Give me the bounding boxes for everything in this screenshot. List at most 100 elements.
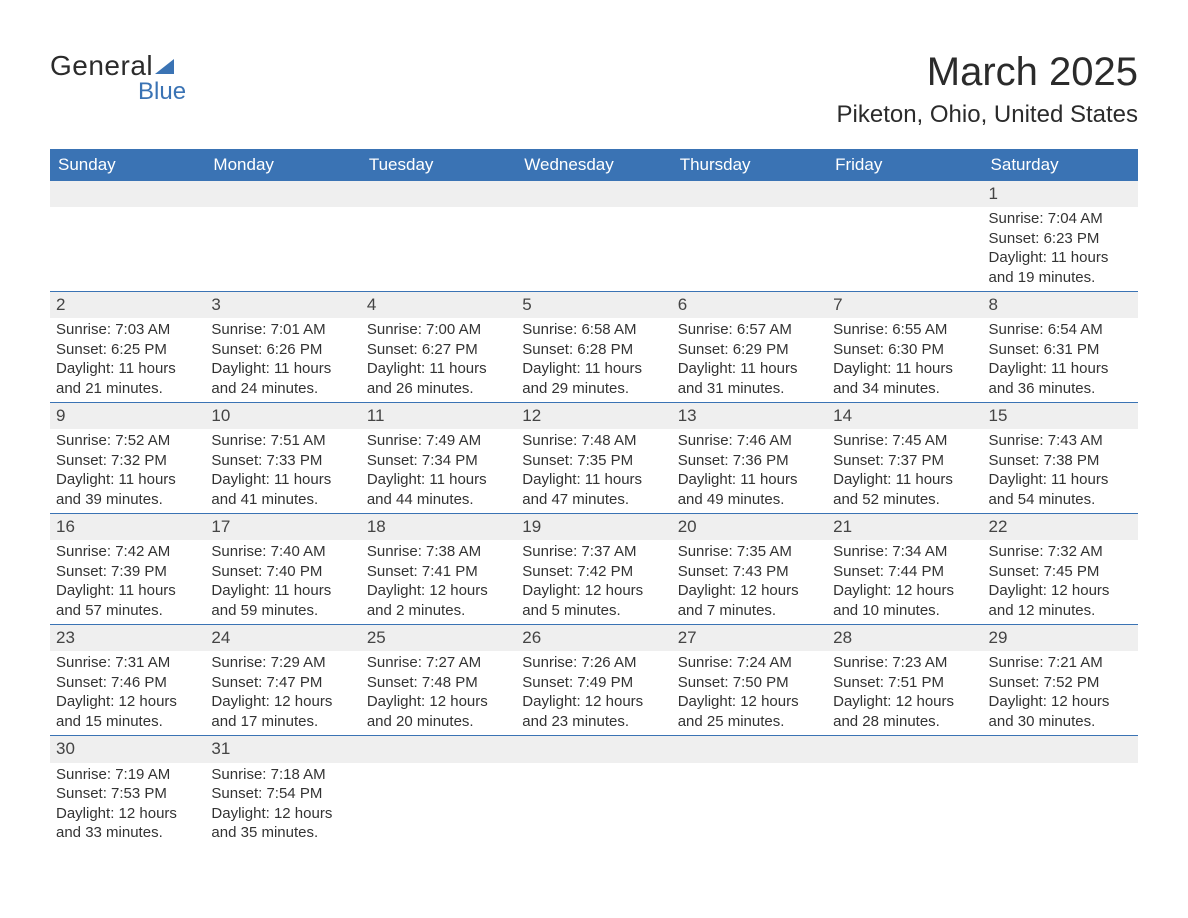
day-detail-cell: Sunrise: 7:37 AMSunset: 7:42 PMDaylight:…: [516, 540, 671, 625]
day-number-cell: 29: [983, 625, 1138, 652]
day-detail-cell: Sunrise: 7:42 AMSunset: 7:39 PMDaylight:…: [50, 540, 205, 625]
sunset-line: Sunset: 7:38 PM: [989, 451, 1132, 471]
location-subtitle: Piketon, Ohio, United States: [837, 101, 1139, 129]
daylight-line1: Daylight: 12 hours: [678, 692, 821, 712]
day-number-cell: [361, 736, 516, 763]
sunrise-line: Sunrise: 7:43 AM: [989, 431, 1132, 451]
sunset-line: Sunset: 7:34 PM: [367, 451, 510, 471]
daylight-line1: Daylight: 12 hours: [367, 581, 510, 601]
daylight-line1: Daylight: 12 hours: [833, 581, 976, 601]
day-number-cell: 24: [205, 625, 360, 652]
day-detail-cell: Sunrise: 6:58 AMSunset: 6:28 PMDaylight:…: [516, 318, 671, 403]
weekday-header: Friday: [827, 149, 982, 181]
daylight-line1: Daylight: 11 hours: [56, 359, 199, 379]
sunset-line: Sunset: 6:25 PM: [56, 340, 199, 360]
sunrise-line: Sunrise: 6:58 AM: [522, 320, 665, 340]
sunrise-line: Sunrise: 7:00 AM: [367, 320, 510, 340]
sunrise-line: Sunrise: 6:57 AM: [678, 320, 821, 340]
weekday-header: Tuesday: [361, 149, 516, 181]
day-number-cell: 8: [983, 292, 1138, 319]
day-number-cell: [516, 181, 671, 207]
day-detail-cell: Sunrise: 7:48 AMSunset: 7:35 PMDaylight:…: [516, 429, 671, 514]
daylight-line1: Daylight: 12 hours: [56, 804, 199, 824]
sunrise-line: Sunrise: 7:23 AM: [833, 653, 976, 673]
sunrise-line: Sunrise: 7:31 AM: [56, 653, 199, 673]
daylight-line2: and 30 minutes.: [989, 712, 1132, 732]
daylight-line1: Daylight: 11 hours: [989, 359, 1132, 379]
daylight-line2: and 47 minutes.: [522, 490, 665, 510]
day-number-cell: 26: [516, 625, 671, 652]
sunrise-line: Sunrise: 7:01 AM: [211, 320, 354, 340]
day-number-cell: 22: [983, 514, 1138, 541]
sunrise-line: Sunrise: 7:18 AM: [211, 765, 354, 785]
day-number-cell: 7: [827, 292, 982, 319]
sunset-line: Sunset: 7:35 PM: [522, 451, 665, 471]
sunset-line: Sunset: 7:54 PM: [211, 784, 354, 804]
daylight-line1: Daylight: 12 hours: [989, 692, 1132, 712]
daylight-line2: and 31 minutes.: [678, 379, 821, 399]
daylight-line2: and 19 minutes.: [989, 268, 1132, 288]
sunrise-line: Sunrise: 7:03 AM: [56, 320, 199, 340]
day-number-cell: 3: [205, 292, 360, 319]
daynum-row: 2345678: [50, 292, 1138, 319]
daylight-line2: and 52 minutes.: [833, 490, 976, 510]
day-detail-cell: Sunrise: 6:55 AMSunset: 6:30 PMDaylight:…: [827, 318, 982, 403]
day-detail-cell: [516, 207, 671, 292]
daylight-line1: Daylight: 11 hours: [367, 359, 510, 379]
title-block: March 2025 Piketon, Ohio, United States: [837, 50, 1139, 129]
day-detail-cell: [672, 763, 827, 847]
day-detail-cell: [516, 763, 671, 847]
day-number-cell: 14: [827, 403, 982, 430]
day-detail-cell: [205, 207, 360, 292]
day-number-cell: 25: [361, 625, 516, 652]
detail-row: Sunrise: 7:52 AMSunset: 7:32 PMDaylight:…: [50, 429, 1138, 514]
weekday-header: Sunday: [50, 149, 205, 181]
page-title: March 2025: [837, 50, 1139, 95]
sunset-line: Sunset: 7:48 PM: [367, 673, 510, 693]
day-detail-cell: Sunrise: 7:21 AMSunset: 7:52 PMDaylight:…: [983, 651, 1138, 736]
day-number-cell: [827, 736, 982, 763]
day-detail-cell: Sunrise: 7:32 AMSunset: 7:45 PMDaylight:…: [983, 540, 1138, 625]
day-number-cell: 11: [361, 403, 516, 430]
day-detail-cell: Sunrise: 7:27 AMSunset: 7:48 PMDaylight:…: [361, 651, 516, 736]
day-number-cell: 10: [205, 403, 360, 430]
daylight-line2: and 26 minutes.: [367, 379, 510, 399]
daylight-line2: and 25 minutes.: [678, 712, 821, 732]
day-number-cell: 20: [672, 514, 827, 541]
daylight-line1: Daylight: 11 hours: [833, 470, 976, 490]
daylight-line1: Daylight: 12 hours: [56, 692, 199, 712]
sunset-line: Sunset: 7:42 PM: [522, 562, 665, 582]
day-number-cell: 17: [205, 514, 360, 541]
sunrise-line: Sunrise: 7:26 AM: [522, 653, 665, 673]
daylight-line1: Daylight: 11 hours: [211, 581, 354, 601]
day-number-cell: [672, 736, 827, 763]
day-number-cell: 4: [361, 292, 516, 319]
daylight-line2: and 5 minutes.: [522, 601, 665, 621]
daylight-line1: Daylight: 11 hours: [833, 359, 976, 379]
sunset-line: Sunset: 7:39 PM: [56, 562, 199, 582]
weekday-header: Thursday: [672, 149, 827, 181]
sunset-line: Sunset: 6:30 PM: [833, 340, 976, 360]
sunrise-line: Sunrise: 7:24 AM: [678, 653, 821, 673]
daylight-line1: Daylight: 11 hours: [56, 581, 199, 601]
day-number-cell: 16: [50, 514, 205, 541]
day-number-cell: 6: [672, 292, 827, 319]
day-detail-cell: Sunrise: 7:40 AMSunset: 7:40 PMDaylight:…: [205, 540, 360, 625]
sunrise-line: Sunrise: 7:46 AM: [678, 431, 821, 451]
daylight-line2: and 49 minutes.: [678, 490, 821, 510]
daylight-line1: Daylight: 11 hours: [367, 470, 510, 490]
day-detail-cell: Sunrise: 7:49 AMSunset: 7:34 PMDaylight:…: [361, 429, 516, 514]
day-detail-cell: Sunrise: 7:26 AMSunset: 7:49 PMDaylight:…: [516, 651, 671, 736]
day-number-cell: 27: [672, 625, 827, 652]
brand-line2: Blue: [138, 78, 186, 106]
sunset-line: Sunset: 7:41 PM: [367, 562, 510, 582]
detail-row: Sunrise: 7:42 AMSunset: 7:39 PMDaylight:…: [50, 540, 1138, 625]
daynum-row: 23242526272829: [50, 625, 1138, 652]
sunset-line: Sunset: 7:32 PM: [56, 451, 199, 471]
day-detail-cell: Sunrise: 7:46 AMSunset: 7:36 PMDaylight:…: [672, 429, 827, 514]
daylight-line2: and 24 minutes.: [211, 379, 354, 399]
daylight-line2: and 41 minutes.: [211, 490, 354, 510]
daylight-line1: Daylight: 12 hours: [522, 581, 665, 601]
day-number-cell: [827, 181, 982, 207]
detail-row: Sunrise: 7:19 AMSunset: 7:53 PMDaylight:…: [50, 763, 1138, 847]
